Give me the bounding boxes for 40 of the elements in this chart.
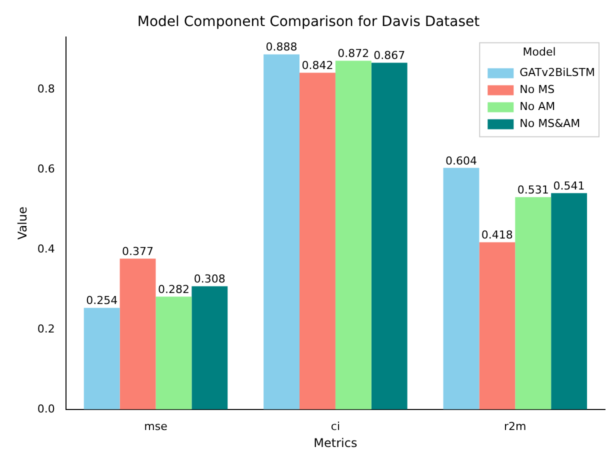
chart-title: Model Component Comparison for Davis Dataset <box>137 14 480 30</box>
data-label: 0.531 <box>517 183 549 196</box>
bar <box>443 168 480 410</box>
y-tick-label: 0.8 <box>37 82 55 96</box>
y-tick-label: 0.0 <box>37 402 55 416</box>
data-label: 0.872 <box>338 47 370 60</box>
data-label: 0.418 <box>481 228 513 242</box>
bar <box>371 62 408 410</box>
bar <box>264 54 300 410</box>
x-axis-title: Metrics <box>314 436 358 450</box>
x-tick-label: r2m <box>504 420 526 433</box>
data-label: 0.308 <box>194 272 226 286</box>
data-label: 0.541 <box>553 179 585 192</box>
bar <box>192 286 228 410</box>
legend-label: GATv2BiLSTM <box>520 66 596 80</box>
data-label: 0.867 <box>374 49 406 62</box>
y-axis-title: Value <box>15 206 30 240</box>
bar <box>515 197 552 410</box>
data-label: 0.888 <box>266 40 298 54</box>
bar <box>84 308 120 410</box>
bar <box>156 296 192 410</box>
y-tick-label: 0.4 <box>37 242 55 256</box>
x-tick-label: mse <box>144 420 168 433</box>
bar <box>479 242 516 410</box>
legend-label: No MS <box>520 83 555 96</box>
y-tick-label: 0.6 <box>37 162 55 176</box>
bar <box>551 193 588 410</box>
data-label: 0.604 <box>445 154 477 168</box>
data-label: 0.282 <box>158 283 190 296</box>
legend-label: No AM <box>520 100 556 114</box>
bar <box>335 60 372 410</box>
legend-title: Model <box>522 46 556 59</box>
data-label: 0.254 <box>86 294 118 308</box>
bar <box>120 258 156 410</box>
legend-label: No MS&AM <box>520 117 580 130</box>
data-label: 0.377 <box>122 245 154 258</box>
bar <box>300 72 336 410</box>
y-tick-label: 0.2 <box>37 322 55 336</box>
x-tick-label: ci <box>330 420 340 433</box>
data-label: 0.842 <box>302 59 334 72</box>
